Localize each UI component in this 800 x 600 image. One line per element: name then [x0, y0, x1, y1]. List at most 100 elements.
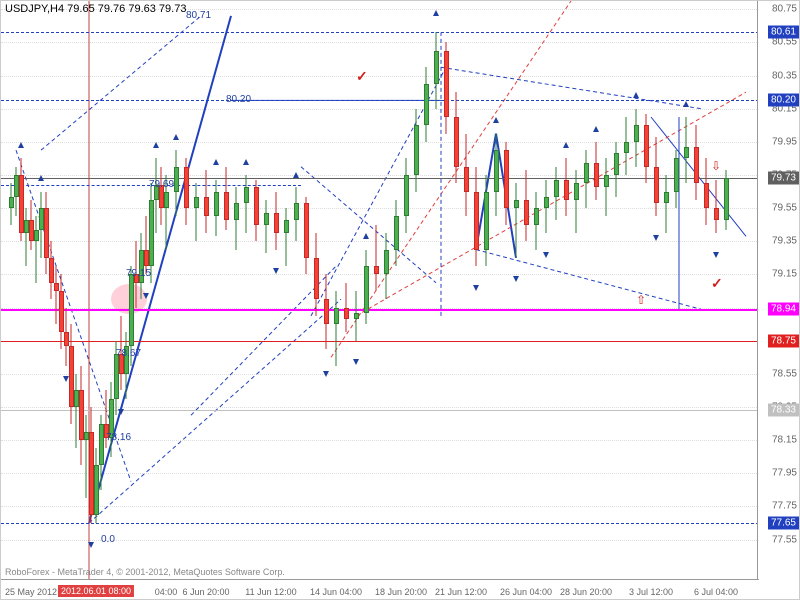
candle — [334, 291, 339, 366]
candle — [614, 142, 619, 197]
signal-arrow-icon: ⇩ — [711, 159, 721, 173]
candle — [584, 150, 589, 208]
y-tick: 77.95 — [772, 468, 797, 479]
candle — [284, 208, 289, 266]
candle — [624, 117, 629, 175]
candle — [244, 175, 249, 233]
candle — [724, 170, 729, 230]
fractal-up-icon — [633, 92, 639, 98]
fractal-down-icon — [88, 542, 94, 548]
candle — [444, 42, 449, 133]
candle — [464, 134, 469, 217]
candle — [354, 291, 359, 341]
candle — [364, 250, 369, 325]
candle — [324, 274, 329, 349]
y-tick: 79.55 — [772, 203, 797, 214]
fractal-up-icon — [593, 126, 599, 132]
candle — [544, 180, 549, 233]
candle — [524, 170, 529, 241]
candle — [604, 158, 609, 216]
ohlc: 79.65 79.76 79.63 79.73 — [67, 3, 186, 15]
h-line — [1, 100, 759, 101]
candle — [694, 125, 699, 200]
candle — [234, 187, 239, 250]
candle — [174, 150, 179, 216]
h-line — [1, 309, 759, 311]
price-box: 78.94 — [768, 303, 799, 316]
y-tick: 78.15 — [772, 435, 797, 446]
fractal-up-icon — [173, 134, 179, 140]
x-tick: 6 Jul 04:00 — [694, 587, 738, 597]
chart-container: USDJPY,H4 79.65 79.76 79.63 79.73 ✓✓⇧⇩80… — [0, 0, 800, 600]
x-tick: 2012.06.01 08:00 — [58, 585, 134, 597]
candle — [424, 67, 429, 142]
price-box: 80.20 — [768, 94, 799, 107]
y-tick: 79.35 — [772, 236, 797, 247]
candle — [514, 183, 519, 258]
candle — [534, 192, 539, 250]
price-box: 79.73 — [768, 172, 799, 185]
value-label: 78.67 — [116, 348, 141, 359]
value-label: 80.20 — [226, 94, 251, 105]
h-line — [1, 523, 759, 524]
x-tick: 21 Jun 12:00 — [435, 587, 487, 597]
price-box: 78.75 — [768, 334, 799, 347]
candle — [554, 167, 559, 220]
fractal-down-icon — [63, 376, 69, 382]
candle — [674, 150, 679, 208]
fractal-up-icon — [363, 233, 369, 239]
fractal-up-icon — [683, 101, 689, 107]
candle — [254, 180, 259, 241]
candle — [344, 283, 349, 333]
y-tick: 80.75 — [772, 4, 797, 15]
fractal-down-icon — [273, 268, 279, 274]
signal-arrow-icon: ⇧ — [636, 293, 646, 307]
candle — [184, 158, 189, 224]
fractal-up-icon — [38, 175, 44, 181]
fractal-down-icon — [323, 371, 329, 377]
y-tick: 80.35 — [772, 70, 797, 81]
candle — [314, 233, 319, 316]
candle — [404, 158, 409, 233]
x-tick: 26 Jun 04:00 — [500, 587, 552, 597]
checkmark-icon: ✓ — [356, 68, 368, 85]
fractal-up-icon — [563, 142, 569, 148]
fractal-up-icon — [433, 10, 439, 16]
candle — [484, 175, 489, 266]
fractal-up-icon — [493, 117, 499, 123]
x-tick: 11 Jun 12:00 — [245, 587, 296, 597]
candle — [494, 134, 499, 217]
symbol: USDJPY,H4 — [5, 3, 64, 15]
candle — [654, 137, 659, 217]
candle — [204, 170, 209, 233]
y-tick: 77.55 — [772, 534, 797, 545]
value-label: 79.69 — [149, 179, 174, 190]
candle — [474, 167, 479, 266]
candle — [224, 167, 229, 230]
x-tick: 04:00 — [155, 587, 178, 597]
candle — [304, 197, 309, 275]
fractal-down-icon — [473, 285, 479, 291]
candle — [264, 200, 269, 253]
candle — [394, 200, 399, 266]
plot-area[interactable]: ✓✓⇧⇩80.7180.2079.6979.1578.6778.160.0 — [1, 1, 759, 581]
y-tick: 78.55 — [772, 368, 797, 379]
fractal-down-icon — [653, 235, 659, 241]
y-tick: 79.95 — [772, 136, 797, 147]
candle — [684, 117, 689, 183]
x-axis: 25 May 20122012.06.01 08:0004:006 Jun 20… — [1, 579, 759, 599]
h-line — [1, 32, 759, 33]
fractal-up-icon — [243, 159, 249, 165]
y-tick: 77.75 — [772, 501, 797, 512]
candle — [574, 170, 579, 233]
candle — [414, 109, 419, 192]
chart-header: USDJPY,H4 79.65 79.76 79.63 79.73 — [5, 3, 186, 15]
candle — [294, 187, 299, 242]
candle — [274, 192, 279, 250]
candle — [194, 183, 199, 241]
candle — [214, 180, 219, 236]
candle — [564, 158, 569, 216]
fractal-up-icon — [293, 172, 299, 178]
candle — [454, 92, 459, 183]
x-tick: 18 Jun 20:00 — [375, 587, 427, 597]
